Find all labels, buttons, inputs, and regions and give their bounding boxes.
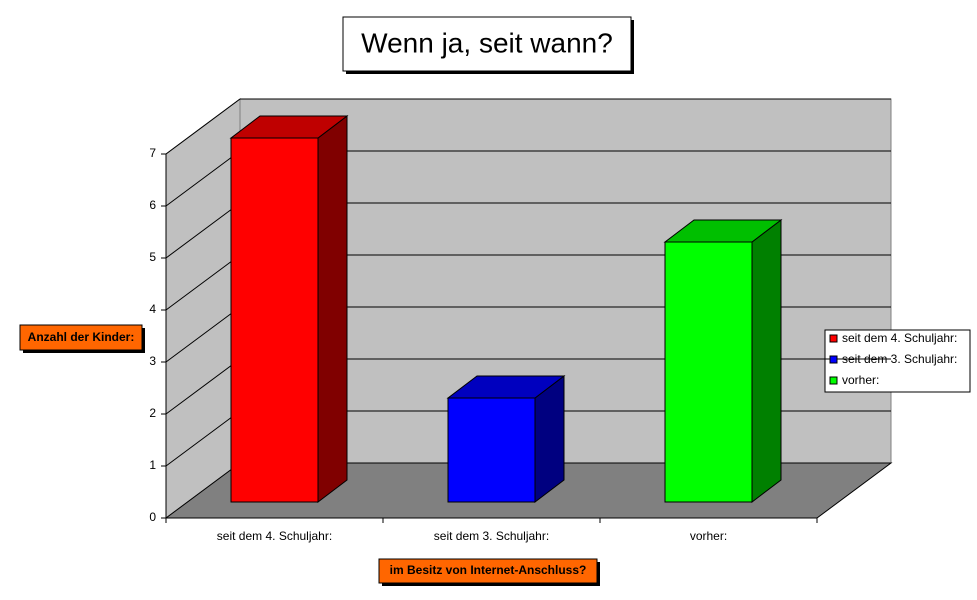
chart-title: Wenn ja, seit wann? bbox=[361, 27, 613, 58]
x-tick-label: seit dem 3. Schuljahr: bbox=[434, 529, 549, 543]
title-box bbox=[342, 16, 632, 72]
grid-line bbox=[165, 254, 241, 311]
y-tick-label: 4 bbox=[149, 302, 156, 316]
bar bbox=[447, 397, 536, 503]
bar-side bbox=[317, 114, 348, 504]
y-label-box bbox=[19, 324, 143, 351]
legend-label: vorher: bbox=[842, 373, 879, 387]
grid-line bbox=[165, 306, 241, 363]
x-axis-label: im Besitz von Internet-Anschluss? bbox=[390, 563, 587, 577]
y-tick-label: 3 bbox=[149, 354, 156, 368]
bar bbox=[664, 241, 753, 503]
y-tick-label: 2 bbox=[149, 406, 156, 420]
bar bbox=[230, 137, 319, 503]
y-tick-label: 7 bbox=[149, 146, 156, 160]
bar-side bbox=[751, 218, 782, 504]
grid-line bbox=[165, 202, 241, 259]
x-label-box bbox=[378, 558, 598, 584]
legend-swatch bbox=[829, 355, 838, 364]
grid-line bbox=[165, 150, 241, 207]
legend-swatch bbox=[829, 334, 838, 343]
legend bbox=[824, 329, 971, 393]
x-tick-label: seit dem 4. Schuljahr: bbox=[217, 529, 332, 543]
grid-line bbox=[165, 358, 241, 415]
y-tick-label: 0 bbox=[149, 510, 156, 524]
y-tick-label: 6 bbox=[149, 198, 156, 212]
x-tick-label: vorher: bbox=[690, 529, 727, 543]
side-wall bbox=[165, 98, 241, 519]
grid-line bbox=[165, 98, 241, 155]
y-tick-label: 1 bbox=[149, 458, 156, 472]
y-tick-label: 5 bbox=[149, 250, 156, 264]
y-axis-label: Anzahl der Kinder: bbox=[28, 330, 135, 344]
grid-line bbox=[165, 410, 241, 467]
legend-label: seit dem 4. Schuljahr: bbox=[842, 331, 957, 345]
legend-label: seit dem 3. Schuljahr: bbox=[842, 352, 957, 366]
legend-swatch bbox=[829, 376, 838, 385]
